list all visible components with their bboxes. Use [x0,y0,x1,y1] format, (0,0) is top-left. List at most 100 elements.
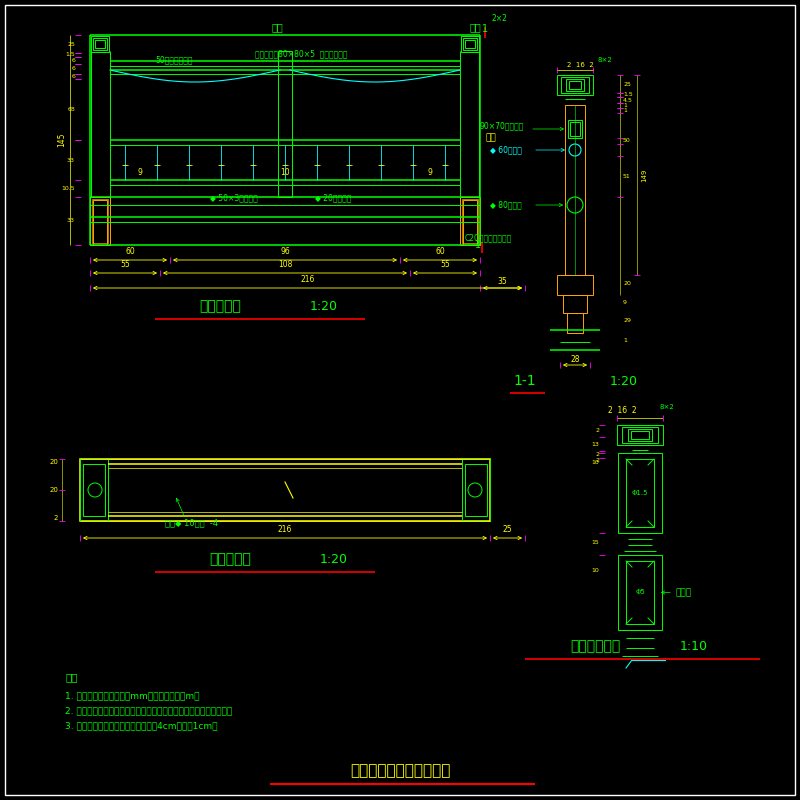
Bar [631,431,649,439]
Text: Φ1.5: Φ1.5 [632,490,648,496]
Text: 20: 20 [49,459,58,465]
Text: 13: 13 [591,442,599,446]
Text: 6: 6 [71,66,75,71]
Text: 8×2: 8×2 [597,57,612,63]
Text: 20: 20 [49,487,58,493]
Text: 端柱: 端柱 [469,22,481,32]
Text: 96: 96 [280,247,290,256]
Bar [618,555,662,630]
Text: 149: 149 [641,168,647,182]
Text: Φ5: Φ5 [635,590,645,595]
Text: 1: 1 [475,240,481,250]
Text: 33: 33 [67,218,75,223]
Bar [83,464,105,516]
Text: 1.5: 1.5 [66,53,75,58]
Text: 8×2: 8×2 [660,404,674,410]
Text: 2: 2 [595,452,599,457]
Text: 60: 60 [125,247,135,256]
Text: 50厚不锈钢板盖: 50厚不锈钢板盖 [155,55,193,65]
Text: ◆ 50×3不锈钢管: ◆ 50×3不锈钢管 [210,194,258,202]
Text: 60: 60 [435,247,445,256]
Bar [91,36,109,52]
Text: 4.5: 4.5 [623,98,633,102]
Text: 10: 10 [280,168,290,177]
Text: 1. 单位：除钢管及孔径以mm计外，其余均为m。: 1. 单位：除钢管及孔径以mm计外，其余均为m。 [65,691,199,700]
Text: C20卵石混凝土填充: C20卵石混凝土填充 [465,233,512,242]
Bar [569,81,581,89]
Bar [622,427,658,443]
Bar [463,200,477,245]
Text: ◆ 60孔套管: ◆ 60孔套管 [490,145,522,154]
Bar [557,75,593,95]
Text: 20: 20 [623,281,631,286]
Bar [92,199,108,243]
Bar [465,464,487,516]
Bar [465,40,475,48]
Text: 29: 29 [623,318,631,322]
Text: 2. 栏杆柱材料采用仿白玉，四槽内雕花，具体图案与设计人员商定。: 2. 栏杆柱材料采用仿白玉，四槽内雕花，具体图案与设计人员商定。 [65,706,232,715]
Bar [617,425,663,445]
Text: 10: 10 [591,461,599,466]
Text: 15: 15 [591,539,599,545]
Bar [628,429,652,441]
Text: 仿白玉: 仿白玉 [675,588,691,597]
Text: 2: 2 [595,458,599,463]
Text: 3. 栏杆在直角处应打磨、抛光，半径4cm，回填1cm。: 3. 栏杆在直角处应打磨、抛光，半径4cm，回填1cm。 [65,721,218,730]
Text: 2: 2 [595,429,599,434]
Text: 25: 25 [623,82,631,86]
Text: 1-1: 1-1 [514,374,536,388]
Text: 钢结构拱桥施工图（九）: 钢结构拱桥施工图（九） [350,763,450,778]
Text: ◆ 80孔套管: ◆ 80孔套管 [490,200,522,209]
Text: 栏杆柱大样图: 栏杆柱大样图 [570,639,620,653]
Text: 栏杆立面图: 栏杆立面图 [199,299,241,313]
Bar [462,199,478,243]
Bar [561,77,589,93]
Bar [565,105,585,275]
Bar [460,197,480,245]
Text: 1: 1 [623,103,627,108]
Text: 1:20: 1:20 [610,375,638,388]
Text: 2  16  2: 2 16 2 [608,406,636,415]
Text: 6: 6 [71,58,75,63]
Text: 1:20: 1:20 [320,553,348,566]
Text: 10: 10 [591,567,599,573]
Text: 预管◆ 10孔道  -4: 预管◆ 10孔道 -4 [165,518,218,527]
Text: 2: 2 [54,515,58,521]
Text: 216: 216 [300,275,314,284]
Text: 1.5: 1.5 [623,93,633,98]
Text: 1: 1 [623,108,627,113]
Text: 216: 216 [278,525,292,534]
Text: 108: 108 [278,260,292,269]
Bar [567,313,583,333]
Bar [80,459,490,521]
Bar [626,459,654,527]
Bar [93,38,107,50]
Text: 33: 33 [67,158,75,162]
Text: 90×70方孔套管: 90×70方孔套管 [480,121,524,130]
Bar [95,40,105,48]
Text: 55: 55 [120,260,130,269]
Bar [462,459,490,521]
Bar [461,36,479,52]
Text: 1: 1 [482,24,488,34]
Text: 145: 145 [57,133,66,147]
Text: 2×2: 2×2 [492,14,508,23]
Text: 中柱: 中柱 [271,22,283,32]
Text: 28: 28 [570,355,580,364]
Text: 1:20: 1:20 [310,300,338,313]
Bar [568,120,582,138]
Text: 9: 9 [623,300,627,305]
Text: 68: 68 [67,107,75,112]
Text: 25: 25 [67,42,75,46]
Text: 6: 6 [71,74,75,79]
Text: 注：: 注： [65,672,78,682]
Bar [566,79,584,91]
Bar [563,295,587,313]
Text: 25: 25 [502,525,512,534]
Bar [557,275,593,295]
Text: ◆ 20不锈钢管: ◆ 20不锈钢管 [315,194,351,202]
Bar [80,459,108,521]
Text: 腰托: 腰托 [485,134,496,142]
Text: 上扶手采用80×80×5  方形不锈钢管: 上扶手采用80×80×5 方形不锈钢管 [255,50,347,58]
Bar [463,38,477,50]
